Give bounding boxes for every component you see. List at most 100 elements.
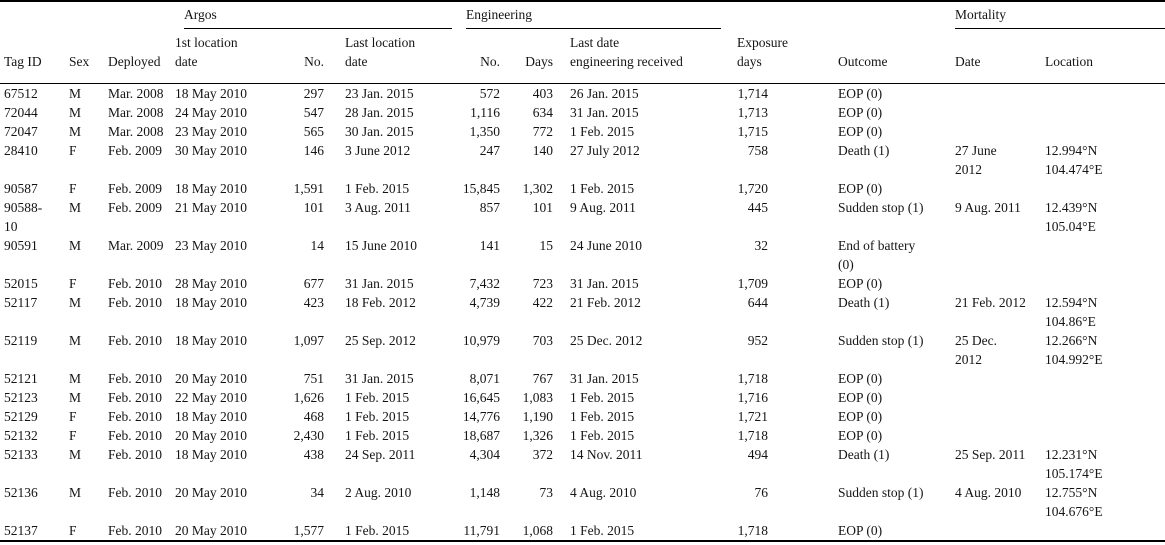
cell-mortality-location: 12.266°N 104.992°E	[1045, 332, 1103, 367]
cell-1st-location-date: 20 May 2010	[175, 522, 247, 538]
cell-1st-location-date: 18 May 2010	[175, 408, 247, 424]
cell-deployed: Feb. 2009	[108, 180, 162, 196]
table-row: 67512 M Mar. 2008 18 May 2010 297 23 Jan. 201…	[0, 83, 1165, 103]
cell-last-location-date: 1 Feb. 2015	[345, 427, 410, 443]
cell-last-location-date: 3 June 2012	[345, 142, 411, 158]
cell-tag-id: 52132	[4, 427, 38, 443]
cell-last-date-engineering-received: 9 Aug. 2011	[570, 199, 636, 215]
cell-tag-id: 72047	[4, 123, 38, 139]
cell-1st-location-date: 23 May 2010	[175, 123, 247, 139]
cell-mortality-date	[950, 103, 1040, 122]
cell-last-date-engineering-received: 31 Jan. 2015	[570, 370, 639, 386]
cell-1st-location-date: 20 May 2010	[175, 370, 247, 386]
cell-tag-id: 52123	[4, 389, 38, 405]
cell-engineering-days: 634	[532, 104, 554, 120]
cell-exposure-days: 1,721	[737, 408, 769, 424]
cell-engineering-days: 372	[532, 446, 554, 462]
group-header-spacer	[0, 1, 170, 29]
table-row: 52123 M Feb. 2010 22 May 2010 1,626 1 Feb. 20…	[0, 388, 1165, 407]
cell-argos-no: 1,577	[293, 522, 324, 538]
table-row: 52136 M Feb. 2010 20 May 2010 34 2 Aug. 2010 1…	[0, 483, 1165, 521]
cell-argos-no: 677	[303, 275, 324, 291]
cell-1st-location-date: 22 May 2010	[175, 389, 247, 405]
cell-exposure-days: 952	[747, 332, 769, 348]
cell-outcome: EOP (0)	[838, 408, 883, 424]
cell-deployed: Feb. 2010	[108, 294, 162, 310]
cell-argos-no: 565	[303, 123, 324, 139]
column-header-deployed: Deployed	[105, 29, 170, 84]
cell-1st-location-date: 28 May 2010	[175, 275, 247, 291]
cell-outcome: EOP (0)	[838, 275, 883, 291]
group-header-spacer	[721, 1, 835, 29]
column-header-argos-no: No.	[285, 29, 330, 84]
cell-deployed: Mar. 2009	[108, 237, 164, 253]
cell-argos-no: 1,626	[293, 389, 324, 405]
cell-deployed: Feb. 2010	[108, 522, 162, 538]
column-header-tag-id: Tag ID	[0, 29, 62, 84]
cell-argos-no: 751	[303, 370, 324, 386]
cell-engineering-days: 703	[532, 332, 554, 348]
cell-mortality-location	[1040, 369, 1165, 388]
cell-last-location-date: 31 Jan. 2015	[345, 370, 414, 386]
cell-last-date-engineering-received: 1 Feb. 2015	[570, 427, 635, 443]
cell-outcome: Sudden stop (1)	[838, 199, 924, 215]
cell-tag-id: 90588- 10	[4, 199, 43, 234]
cell-mortality-date	[950, 236, 1040, 274]
cell-tag-id: 52137	[4, 522, 38, 538]
cell-exposure-days: 1,718	[737, 370, 769, 386]
cell-mortality-location: 12.439°N 105.04°E	[1045, 199, 1098, 234]
cell-engineering-days: 1,190	[522, 408, 554, 424]
column-header-row: Tag ID Sex Deployed 1st location date No. Las…	[0, 29, 1165, 84]
cell-argos-no: 1,591	[293, 180, 324, 196]
cell-deployed: Feb. 2010	[108, 275, 162, 291]
cell-engineering-no: 8,071	[469, 370, 501, 386]
cell-argos-no: 34	[310, 484, 325, 500]
cell-exposure-days: 1,716	[737, 389, 769, 405]
cell-tag-id: 67512	[4, 85, 38, 101]
cell-mortality-date	[950, 426, 1040, 445]
cell-last-date-engineering-received: 25 Dec. 2012	[570, 332, 643, 348]
cell-last-location-date: 28 Jan. 2015	[345, 104, 414, 120]
table-row: 52117 M Feb. 2010 18 May 2010 423 18 Feb. 201…	[0, 293, 1165, 331]
cell-engineering-days: 422	[532, 294, 554, 310]
cell-deployed: Feb. 2009	[108, 199, 162, 215]
cell-sex: M	[69, 484, 82, 500]
cell-last-date-engineering-received: 31 Jan. 2015	[570, 275, 639, 291]
cell-deployed: Feb. 2010	[108, 427, 162, 443]
cell-mortality-date: 27 June 2012	[955, 142, 997, 177]
cell-exposure-days: 1,709	[737, 275, 769, 291]
table-header: Argos Engineering Mortality Tag ID Sex Deploy…	[0, 1, 1165, 84]
cell-sex: F	[69, 142, 77, 158]
cell-last-location-date: 2 Aug. 2010	[345, 484, 412, 500]
cell-engineering-no: 15,845	[462, 180, 501, 196]
cell-last-date-engineering-received: 1 Feb. 2015	[570, 408, 635, 424]
cell-outcome: EOP (0)	[838, 104, 883, 120]
cell-deployed: Feb. 2010	[108, 408, 162, 424]
column-header-outcome: Outcome	[835, 29, 951, 84]
cell-sex: M	[69, 332, 82, 348]
cell-tag-id: 52133	[4, 446, 38, 462]
cell-mortality-date	[950, 521, 1040, 541]
cell-mortality-location	[1040, 521, 1165, 541]
group-header-label: Mortality	[955, 5, 1165, 29]
cell-sex: M	[69, 294, 82, 310]
cell-argos-no: 547	[303, 104, 324, 120]
cell-mortality-date	[950, 407, 1040, 426]
cell-mortality-location	[1040, 274, 1165, 293]
cell-engineering-no: 16,645	[462, 389, 501, 405]
cell-deployed: Mar. 2008	[108, 123, 164, 139]
cell-outcome: EOP (0)	[838, 123, 883, 139]
cell-sex: F	[69, 522, 77, 538]
cell-last-date-engineering-received: 26 Jan. 2015	[570, 85, 639, 101]
cell-tag-id: 90591	[4, 237, 38, 253]
cell-tag-id: 28410	[4, 142, 38, 158]
cell-argos-no: 438	[303, 446, 324, 462]
cell-outcome: Sudden stop (1)	[838, 332, 924, 348]
cell-engineering-no: 572	[479, 85, 501, 101]
cell-mortality-location	[1040, 179, 1165, 198]
cell-exposure-days: 76	[754, 484, 769, 500]
cell-deployed: Feb. 2010	[108, 370, 162, 386]
table-row: 52129 F Feb. 2010 18 May 2010 468 1 Feb. 2015…	[0, 407, 1165, 426]
cell-sex: M	[69, 104, 82, 120]
